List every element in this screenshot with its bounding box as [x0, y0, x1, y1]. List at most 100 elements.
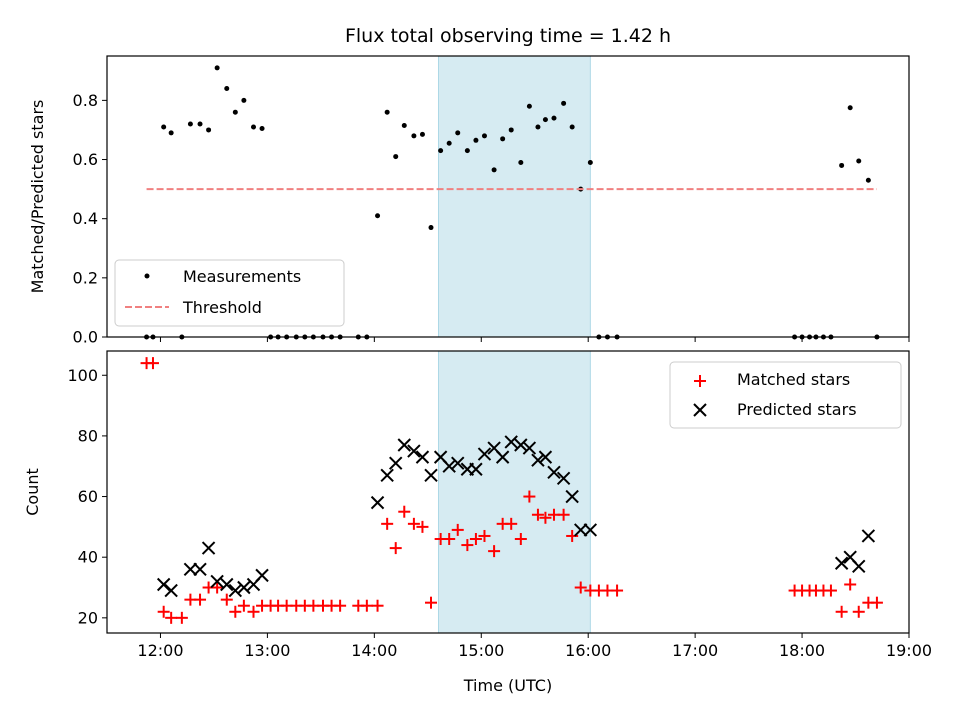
legend-predicted-label: Predicted stars [737, 400, 857, 419]
predicted-star-point [156, 577, 171, 592]
predicted-star-point [522, 441, 537, 455]
predicted-star-point [255, 568, 269, 583]
y-tick-label: 60 [78, 487, 98, 506]
measurement-point [865, 177, 871, 183]
matched-star-point [566, 529, 579, 542]
matched-star-point [539, 511, 552, 524]
predicted-star-point [164, 583, 178, 598]
x-tick-label: 13:00 [244, 641, 290, 660]
legend-threshold-label: Threshold [182, 298, 262, 317]
y-tick-label: 0.0 [73, 328, 98, 347]
count-marks [140, 357, 883, 624]
ratio-panel: 0.0 0.2 0.4 0.6 0.8 Flux total observing tim… [28, 25, 910, 347]
x-tick-label: 14:00 [351, 641, 397, 660]
measurement-point [569, 124, 575, 130]
x-tick-label: 15:00 [458, 641, 504, 660]
measurement-point [839, 162, 845, 168]
y-tick-label: 0.4 [73, 209, 98, 228]
measurement-point [438, 148, 444, 154]
matched-star-point [611, 584, 624, 597]
predicted-star-point [407, 444, 421, 458]
matched-star-point [334, 599, 347, 612]
measurement-point [197, 121, 203, 127]
measurement-point [419, 131, 425, 137]
matched-star-point [574, 581, 587, 594]
measurement-point [232, 109, 238, 115]
matched-star-point [381, 517, 394, 530]
predicted-star-point [583, 523, 598, 537]
predicted-star-point [469, 462, 483, 476]
matched-star-point [443, 533, 456, 545]
predicted-star-point [504, 435, 518, 449]
predicted-star-point [380, 468, 394, 483]
count-panel: 20 40 60 80 100 12:00 13:00 14:00 15:00 16:00 17:0… [23, 350, 932, 695]
predicted-star-point [415, 450, 430, 464]
predicted-star-point [852, 559, 866, 573]
measurement-point [847, 105, 853, 111]
legend-matched-label: Matched stars [737, 370, 850, 389]
observing-interval-shade [437, 350, 591, 634]
measurement-point [161, 124, 167, 130]
measurement-point [526, 103, 532, 109]
matched-star-point [416, 520, 429, 533]
measurement-point [224, 86, 230, 92]
predicted-star-point [547, 465, 561, 479]
matched-star-point [389, 542, 402, 555]
measurement-point [561, 100, 567, 106]
y-tick-label: 80 [78, 426, 98, 445]
x-axis-label: Time (UTC) [463, 676, 552, 695]
measurement-point [411, 133, 417, 139]
ratio-marks [144, 65, 880, 340]
ratio-legend: Measurements Threshold [114, 259, 345, 327]
predicted-star-point [183, 562, 198, 577]
ratio-y-axis-label: Matched/Predicted stars [28, 100, 47, 294]
count-legend: Matched stars Predicted stars [669, 361, 902, 429]
predicted-star-point [514, 438, 528, 452]
matched-star-point [211, 581, 224, 594]
predicted-star-point [495, 450, 510, 464]
predicted-star-point [397, 438, 411, 452]
measurement-point [384, 109, 390, 115]
y-tick-label: 100 [67, 366, 98, 385]
matched-star-point [146, 357, 159, 370]
matched-star-point [824, 584, 837, 597]
measurement-point [214, 65, 220, 71]
predicted-star-point [451, 456, 465, 470]
measurement-point [455, 130, 461, 136]
measurement-point [535, 124, 541, 130]
x-tick-label: 17:00 [672, 641, 718, 660]
predicted-star-point [565, 489, 579, 504]
measurement-point [587, 159, 593, 165]
measurement-point [375, 213, 381, 219]
matched-star-point [398, 505, 411, 518]
observing-interval-shade [437, 55, 591, 338]
y-tick-label: 40 [78, 548, 98, 567]
predicted-star-point [201, 541, 216, 555]
predicted-star-point [531, 453, 545, 467]
x-tick-label: 19:00 [886, 641, 932, 660]
measurement-point [393, 154, 399, 160]
matched-star-point [451, 523, 464, 536]
measurement-point [259, 125, 265, 131]
matched-star-point [425, 596, 438, 609]
matched-star-point [247, 605, 260, 618]
predicted-star-point [538, 450, 553, 464]
predicted-star-point [861, 529, 876, 543]
matched-star-point [852, 605, 865, 618]
matched-star-point [835, 605, 848, 618]
predicted-star-point [424, 468, 438, 483]
x-tick-label: 18:00 [779, 641, 825, 660]
legend-measurements-marker [144, 273, 150, 279]
measurement-point [446, 140, 452, 146]
measurement-point [508, 127, 514, 133]
matched-star-point [220, 593, 233, 606]
measurement-point [241, 97, 247, 103]
measurement-point [428, 225, 434, 231]
matched-star-point [157, 605, 170, 618]
measurement-point [168, 130, 174, 136]
matched-star-point [523, 490, 536, 503]
measurement-point [473, 137, 479, 143]
predicted-star-point [228, 583, 243, 598]
measurement-point [481, 133, 487, 139]
measurement-point [464, 148, 470, 154]
